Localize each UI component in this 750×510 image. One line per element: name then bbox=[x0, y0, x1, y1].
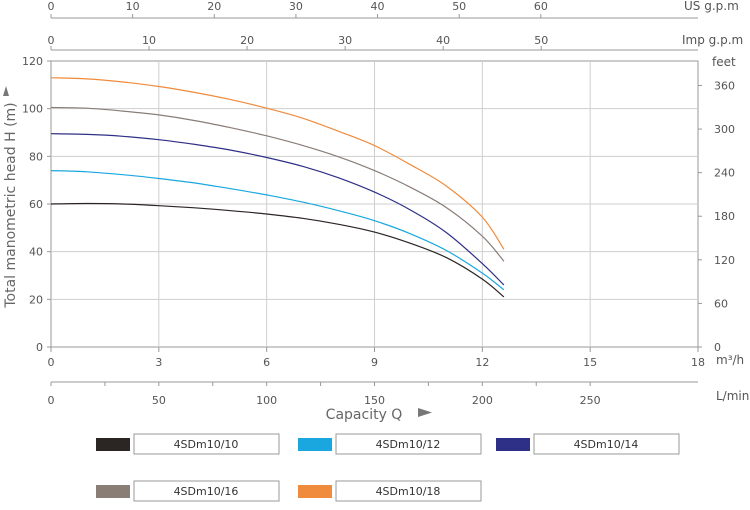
imp-gpm-tick-label: 50 bbox=[534, 34, 548, 47]
x-axis-arrow-icon bbox=[418, 408, 432, 417]
top-axes: 0 10 20 30 40 50 60 US g.p.m 0 10 20 30 40 50 Imp g.p.… bbox=[48, 0, 743, 51]
us-gpm-tick-label: 10 bbox=[126, 0, 140, 13]
lpm-tick-label: 0 bbox=[48, 394, 55, 407]
us-gpm-tick-label: 40 bbox=[371, 0, 385, 13]
x-tick-label: 9 bbox=[371, 356, 378, 369]
legend-swatch bbox=[96, 485, 130, 498]
us-gpm-tick-label: 30 bbox=[289, 0, 303, 13]
legend-swatch bbox=[96, 438, 130, 451]
feet-tick-label: 180 bbox=[714, 210, 735, 223]
bottom-axes: 0 3 6 9 12 15 18 m³/h 0 50 100 150 200 250 L/min bbox=[48, 347, 749, 407]
series-line-4sdm10-18 bbox=[50, 77, 505, 250]
legend-label: 4SDm10/16 bbox=[174, 485, 239, 498]
imp-gpm-tick-label: 40 bbox=[436, 34, 450, 47]
legend-label: 4SDm10/12 bbox=[376, 438, 441, 451]
lpm-unit-label: L/min bbox=[716, 389, 749, 403]
us-gpm-tick-label: 0 bbox=[48, 0, 55, 13]
legend-box bbox=[133, 480, 280, 502]
y-axis-title: Total manometric head H (m) bbox=[3, 102, 19, 308]
us-gpm-unit-label: US g.p.m bbox=[684, 0, 739, 13]
series-lines bbox=[50, 77, 505, 298]
us-gpm-tick-label: 20 bbox=[207, 0, 221, 13]
lpm-tick-label: 50 bbox=[152, 394, 166, 407]
y-axis-arrow-icon bbox=[3, 86, 9, 96]
y-tick-label: 120 bbox=[22, 55, 43, 68]
x-tick-label: 6 bbox=[263, 356, 270, 369]
series-line-4sdm10-12 bbox=[50, 170, 505, 291]
lpm-tick-label: 200 bbox=[472, 394, 493, 407]
legend: 4SDm10/10 4SDm10/12 4SDm10/14 4SDm10/16 4SDm… bbox=[96, 433, 680, 502]
grid bbox=[50, 60, 699, 348]
x-tick-label: 0 bbox=[48, 356, 55, 369]
feet-tick-label: 0 bbox=[714, 341, 721, 354]
series-line-4sdm10-10 bbox=[50, 202, 505, 298]
legend-label: 4SDm10/18 bbox=[376, 485, 441, 498]
y-tick-label: 80 bbox=[29, 150, 43, 163]
legend-swatch bbox=[298, 438, 332, 451]
feet-unit-label: feet bbox=[712, 55, 736, 69]
legend-item: 4SDm10/10 bbox=[96, 433, 280, 455]
y-tick-label: 60 bbox=[29, 198, 43, 211]
feet-tick-label: 120 bbox=[714, 254, 735, 267]
lpm-tick-label: 150 bbox=[364, 394, 385, 407]
left-axis: 0 20 40 60 80 100 120 bbox=[22, 55, 51, 354]
legend-label: 4SDm10/10 bbox=[174, 438, 239, 451]
legend-box bbox=[335, 433, 482, 455]
lpm-tick-label: 250 bbox=[580, 394, 601, 407]
legend-item: 4SDm10/16 bbox=[96, 480, 280, 502]
y-tick-label: 40 bbox=[29, 246, 43, 259]
legend-box bbox=[533, 433, 680, 455]
imp-gpm-tick-label: 10 bbox=[142, 34, 156, 47]
imp-gpm-tick-label: 20 bbox=[240, 34, 254, 47]
right-axis: feet 0 60 120 180 240 300 360 bbox=[698, 55, 736, 354]
legend-swatch bbox=[496, 438, 530, 451]
x-axis-title: Capacity Q bbox=[326, 407, 403, 423]
legend-box bbox=[335, 480, 482, 502]
series-line-4sdm10-14 bbox=[50, 133, 505, 286]
feet-tick-label: 360 bbox=[714, 79, 735, 92]
x-tick-label: 12 bbox=[475, 356, 489, 369]
legend-item: 4SDm10/12 bbox=[298, 433, 482, 455]
us-gpm-tick-label: 50 bbox=[452, 0, 466, 13]
y-tick-label: 0 bbox=[36, 341, 43, 354]
lpm-tick-label: 100 bbox=[256, 394, 277, 407]
x-tick-label: 15 bbox=[583, 356, 597, 369]
imp-gpm-tick-label: 30 bbox=[338, 34, 352, 47]
feet-tick-label: 60 bbox=[714, 297, 728, 310]
legend-item: 4SDm10/18 bbox=[298, 480, 482, 502]
imp-gpm-tick-label: 0 bbox=[48, 34, 55, 47]
series-line-4sdm10-16 bbox=[50, 106, 505, 262]
legend-label: 4SDm10/14 bbox=[574, 438, 639, 451]
legend-box bbox=[133, 433, 280, 455]
y-tick-label: 100 bbox=[22, 103, 43, 116]
x-tick-label: 18 bbox=[691, 356, 705, 369]
x-tick-label: 3 bbox=[155, 356, 162, 369]
y-tick-label: 20 bbox=[29, 293, 43, 306]
x-unit-label: m³/h bbox=[716, 353, 744, 367]
feet-tick-label: 240 bbox=[714, 167, 735, 180]
feet-tick-label: 300 bbox=[714, 123, 735, 136]
us-gpm-tick-label: 60 bbox=[534, 0, 548, 13]
legend-swatch bbox=[298, 485, 332, 498]
imp-gpm-unit-label: Imp g.p.m bbox=[682, 33, 743, 47]
legend-item: 4SDm10/14 bbox=[496, 433, 680, 455]
